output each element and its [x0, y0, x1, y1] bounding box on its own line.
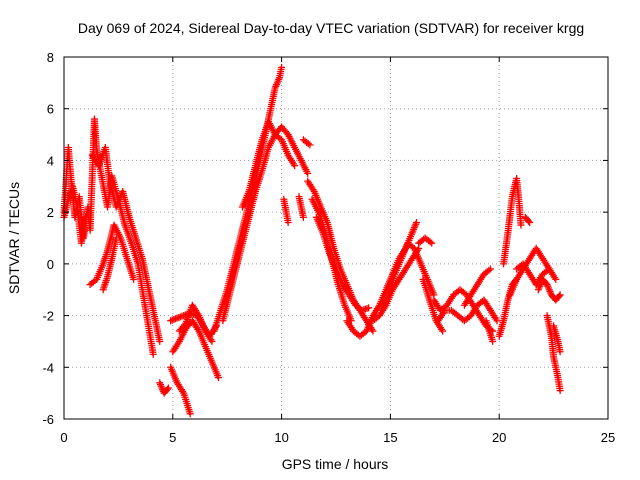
- data-point: [208, 337, 216, 345]
- data-point: [284, 218, 292, 226]
- data-point: [130, 275, 138, 283]
- data-point: [525, 217, 533, 225]
- y-tick-label: 2: [47, 205, 54, 220]
- data-point: [365, 304, 373, 312]
- x-tick-label: 5: [169, 430, 176, 445]
- data-point: [214, 374, 222, 382]
- plot-frame: [63, 56, 609, 420]
- data-point: [556, 348, 564, 356]
- data-point: [555, 292, 563, 300]
- data-point: [369, 327, 377, 335]
- data-point: [439, 327, 447, 335]
- data-point: [149, 350, 157, 358]
- data-point: [493, 317, 501, 325]
- y-tick-label: -2: [42, 309, 54, 324]
- data-point: [306, 141, 314, 149]
- data-point: [552, 275, 560, 283]
- data-point: [486, 265, 494, 273]
- data-point: [517, 221, 525, 229]
- y-tick-label: -6: [42, 412, 54, 427]
- y-tick-label: 0: [47, 257, 54, 272]
- data-point: [299, 213, 307, 221]
- data-point: [181, 321, 189, 329]
- data-point: [544, 266, 552, 274]
- data-point: [489, 337, 497, 345]
- y-tick-label: -4: [42, 360, 54, 375]
- chart-title: Day 069 of 2024, Sidereal Day-to-day VTE…: [78, 20, 584, 36]
- data-point: [545, 265, 553, 273]
- data-point: [526, 218, 534, 226]
- y-tick-label: 4: [47, 153, 54, 168]
- y-tick-label: 8: [47, 50, 54, 65]
- data-point: [82, 213, 90, 221]
- data-point: [291, 162, 299, 170]
- data-point: [413, 218, 421, 226]
- x-tick-label: 25: [601, 430, 615, 445]
- axis-ticks: 0 5 10 15 20 25 -6 -4 -2 0 2 4 6 8: [42, 50, 615, 445]
- data-point: [112, 234, 120, 242]
- data-point: [556, 291, 564, 299]
- data-point: [304, 169, 312, 177]
- x-tick-label: 15: [383, 430, 397, 445]
- data-point: [428, 239, 436, 247]
- data-point: [556, 387, 564, 395]
- y-axis-label: SDTVAR / TECUs: [6, 182, 22, 294]
- x-axis-label: GPS time / hours: [282, 456, 389, 472]
- data-point: [186, 410, 194, 418]
- data-point: [156, 337, 164, 345]
- data-point: [164, 384, 172, 392]
- data-point: [485, 266, 493, 274]
- data-point: [278, 63, 286, 71]
- data-point: [304, 140, 312, 148]
- x-tick-label: 20: [492, 430, 506, 445]
- y-tick-label: 6: [47, 102, 54, 117]
- data-point: [426, 238, 434, 246]
- data-point: [163, 385, 171, 393]
- x-tick-label: 0: [60, 430, 67, 445]
- x-tick-label: 10: [274, 430, 288, 445]
- data-points: [60, 63, 564, 418]
